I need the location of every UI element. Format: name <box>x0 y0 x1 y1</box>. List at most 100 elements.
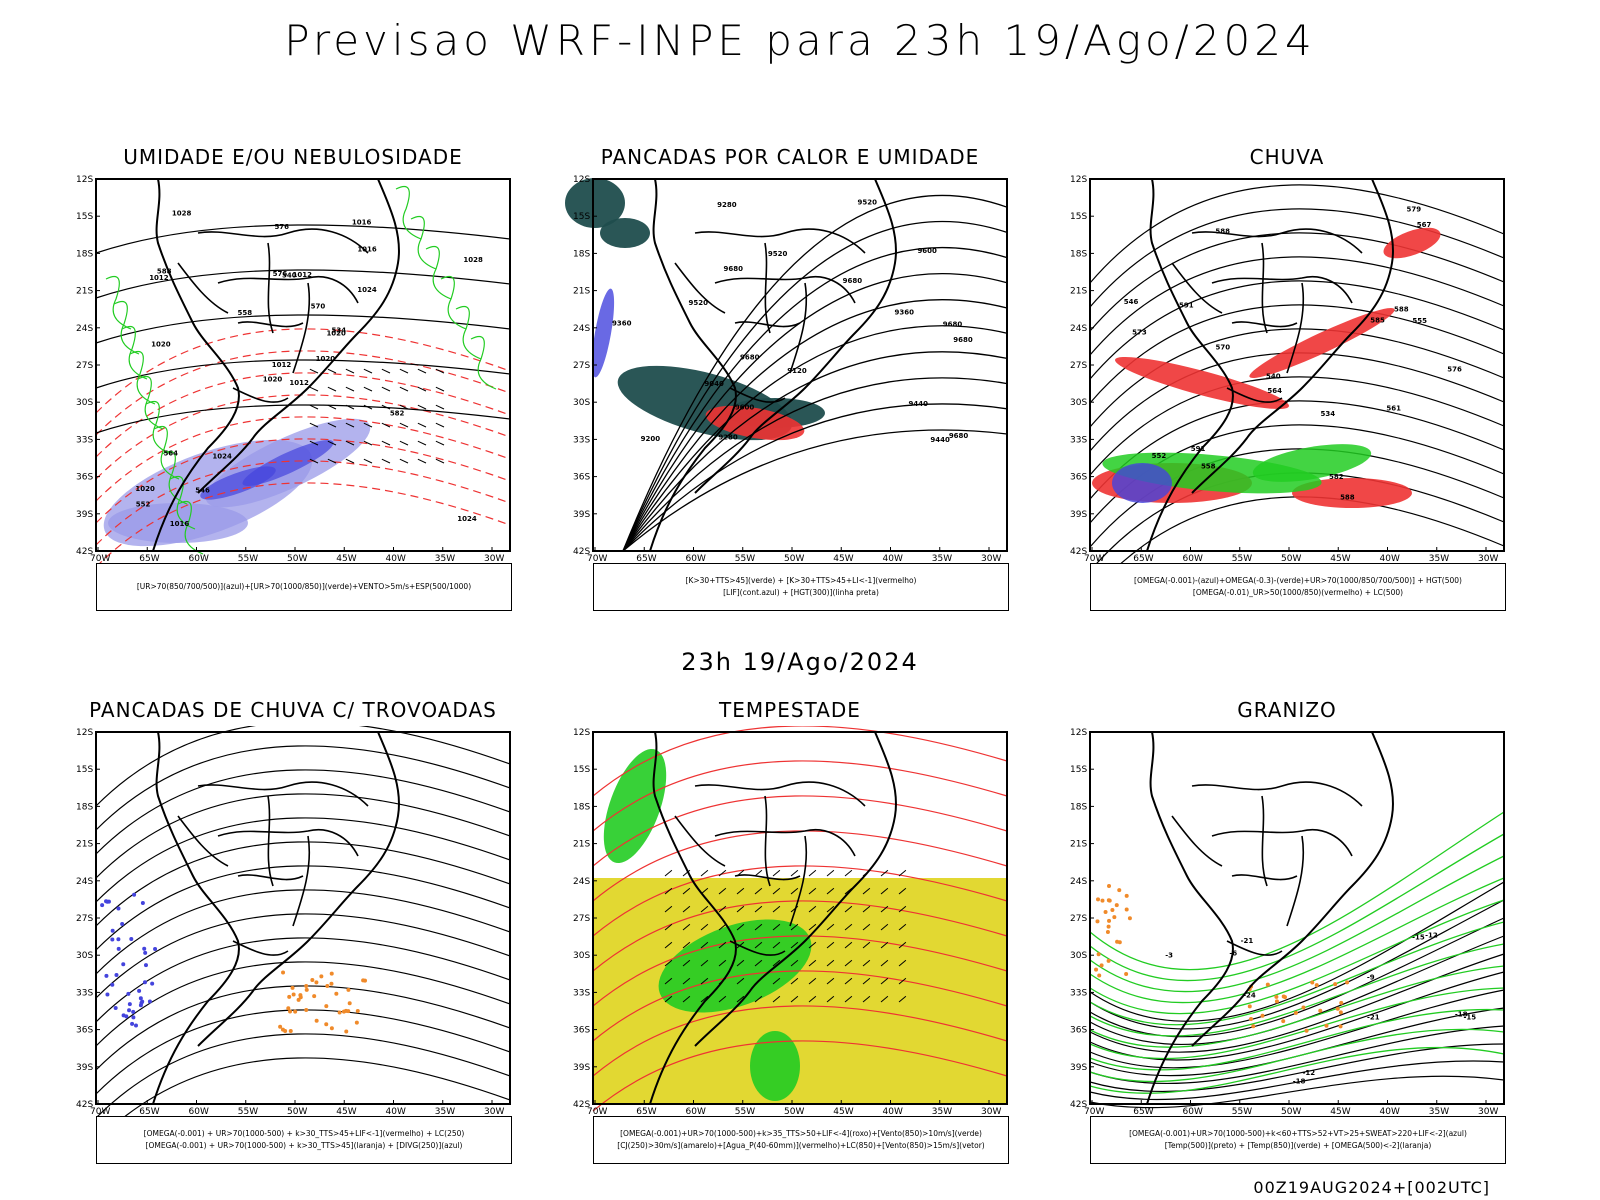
contour-label: 540 <box>282 271 297 279</box>
lon-label: 35W <box>1429 554 1449 563</box>
humidity-strong-area <box>200 466 276 500</box>
country-border <box>729 387 786 403</box>
country-border <box>1286 835 1305 927</box>
storm-orange-mark <box>347 1001 352 1006</box>
lon-label: 35W <box>435 554 455 563</box>
height-contour <box>622 246 1008 552</box>
wind-green-area <box>750 1031 800 1101</box>
lat-label: 21S <box>76 840 93 850</box>
storm-orange-mark <box>287 994 292 999</box>
contour-label: 9360 <box>894 308 914 316</box>
wind-vector <box>327 422 337 428</box>
divergence-blue-mark <box>147 999 152 1004</box>
storm-orange-mark <box>288 1009 293 1014</box>
wind-vector <box>898 923 907 931</box>
wind-vector <box>718 923 727 931</box>
divergence-blue-mark <box>105 899 110 904</box>
country-border <box>694 781 866 807</box>
contour-label: 9600 <box>735 404 755 412</box>
rain-blue-area <box>1112 463 1172 503</box>
divergence-blue-mark <box>127 1002 132 1007</box>
streamline <box>95 745 511 831</box>
wind-vector <box>736 995 745 1003</box>
lat-label: 12S <box>76 728 93 738</box>
omega-orange-mark <box>1281 1019 1286 1024</box>
contour-label: 546 <box>195 487 210 495</box>
wind-vector <box>417 458 427 464</box>
temp500-contour <box>1089 953 1505 1053</box>
map-frame <box>95 731 511 1105</box>
wind-vector <box>790 887 799 895</box>
wind-vector <box>664 905 673 913</box>
streamline-850 <box>592 760 1008 832</box>
wind-vector <box>309 440 319 446</box>
lat-label: 21S <box>573 287 590 297</box>
omega-orange-mark <box>1333 982 1338 987</box>
lon-label: 60W <box>686 1107 706 1116</box>
wind-vector <box>700 941 709 949</box>
wind-vector <box>682 869 691 877</box>
contour-label: 588 <box>1340 493 1355 501</box>
wind-vector <box>862 941 871 949</box>
thickness-contour <box>95 328 511 414</box>
lat-label: 21S <box>76 287 93 297</box>
panel-legend: [UR>70(850/700/500)](azul)+[UR>70(1000/8… <box>96 563 512 611</box>
streamline-850 <box>592 1005 1008 1077</box>
storm-orange-mark <box>314 980 319 985</box>
divergence-blue-mark <box>140 900 145 905</box>
pressure-contour <box>95 269 511 299</box>
legend-line-1: [OMEGA(-0.001)+UR>70(1000-500)+k<60+TTS>… <box>1129 1129 1467 1138</box>
wind-vector <box>718 887 727 895</box>
lat-label: 30S <box>76 951 93 961</box>
wind-vector <box>880 977 889 985</box>
wind-vector <box>790 923 799 931</box>
lon-label: 30W <box>981 554 1001 563</box>
panel-title: PANCADAS DE CHUVA C/ TROVOADAS <box>89 698 497 722</box>
omega-orange-mark <box>1124 971 1129 976</box>
country-border <box>674 815 726 867</box>
coastline-west <box>1146 731 1234 1105</box>
wind-vector <box>399 386 409 392</box>
wind-vector <box>345 386 355 392</box>
wind-vector <box>309 404 319 410</box>
lon-label: 70W <box>1084 554 1104 563</box>
omega-orange-mark <box>1106 958 1111 963</box>
lat-label: 42S <box>573 1100 590 1110</box>
wind-vector <box>399 458 409 464</box>
wind-vector <box>898 869 907 877</box>
country-border <box>1286 282 1305 374</box>
wind-vector <box>682 959 691 967</box>
lat-label: 30S <box>1070 398 1087 408</box>
contour-label: 1012 <box>272 361 292 369</box>
contour-label: 9680 <box>949 432 969 440</box>
temp500-contour <box>1089 1025 1505 1085</box>
lat-label: 15S <box>76 765 93 775</box>
omega-orange-mark <box>1096 897 1101 902</box>
streamline-850 <box>592 865 1008 937</box>
wind-vector <box>435 404 445 410</box>
wind-vector <box>381 404 391 410</box>
wind-vector <box>345 422 355 428</box>
lon-label: 35W <box>932 1107 952 1116</box>
country-border <box>1191 781 1363 807</box>
temp500-contour <box>1089 1060 1505 1101</box>
wind-vector <box>327 458 337 464</box>
contour-label: 1020 <box>326 329 346 337</box>
wind-vector <box>736 959 745 967</box>
storm-orange-mark <box>296 997 301 1002</box>
lat-label: 30S <box>1070 951 1087 961</box>
omega-orange-mark <box>1293 1010 1298 1015</box>
wind-vector <box>808 905 817 913</box>
humidity-green-contour <box>105 275 132 330</box>
contour-label: 579 <box>1406 206 1421 214</box>
lon-label: 50W <box>784 1107 804 1116</box>
wind-vector <box>399 440 409 446</box>
wind-vector <box>309 368 319 374</box>
temp850-contour <box>1089 921 1505 1026</box>
wind-vector <box>435 440 445 446</box>
contour-label: 588 <box>1394 305 1409 313</box>
divergence-blue-mark <box>116 946 121 951</box>
contour-label: 585 <box>1370 316 1385 324</box>
wind-vector <box>435 458 445 464</box>
divergence-blue-mark <box>116 906 121 911</box>
